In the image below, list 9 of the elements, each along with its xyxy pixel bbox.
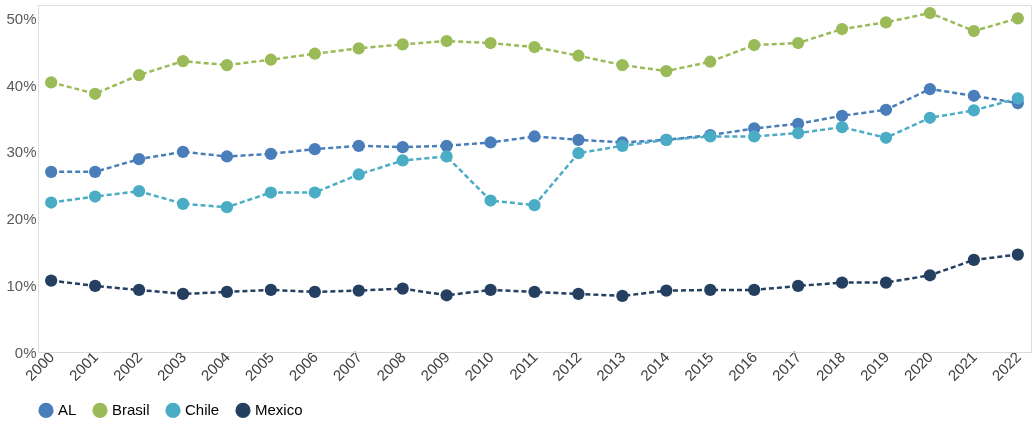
y-tick-label: 10% — [6, 276, 37, 294]
y-tick-label: 50% — [6, 9, 37, 27]
y-tick-label: 40% — [6, 76, 37, 94]
legend-label: Mexico — [255, 401, 303, 419]
legend-label: AL — [58, 401, 77, 419]
legend-label: Brasil — [112, 401, 150, 419]
legend-label: Chile — [185, 401, 220, 419]
y-tick-label: 30% — [6, 143, 37, 161]
y-tick-label: 20% — [6, 210, 37, 228]
